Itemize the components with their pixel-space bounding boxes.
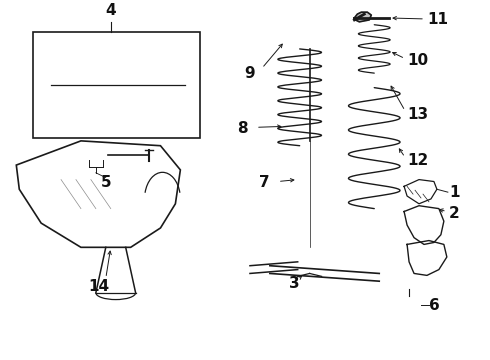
Text: 5: 5 xyxy=(100,175,111,190)
Text: 2: 2 xyxy=(449,206,460,221)
Polygon shape xyxy=(354,12,371,22)
Text: 13: 13 xyxy=(407,107,428,122)
Text: 7: 7 xyxy=(259,175,270,190)
Text: 4: 4 xyxy=(105,3,116,18)
Text: 8: 8 xyxy=(237,121,248,136)
Text: 1: 1 xyxy=(449,185,459,200)
Bar xyxy=(298,141,321,247)
Text: 11: 11 xyxy=(427,12,448,27)
Text: 14: 14 xyxy=(88,279,109,293)
Text: 9: 9 xyxy=(245,66,255,81)
Text: 12: 12 xyxy=(407,153,428,168)
Text: 3: 3 xyxy=(290,276,300,291)
Text: 10: 10 xyxy=(407,53,428,68)
Bar xyxy=(33,32,200,138)
Text: 6: 6 xyxy=(429,298,440,313)
